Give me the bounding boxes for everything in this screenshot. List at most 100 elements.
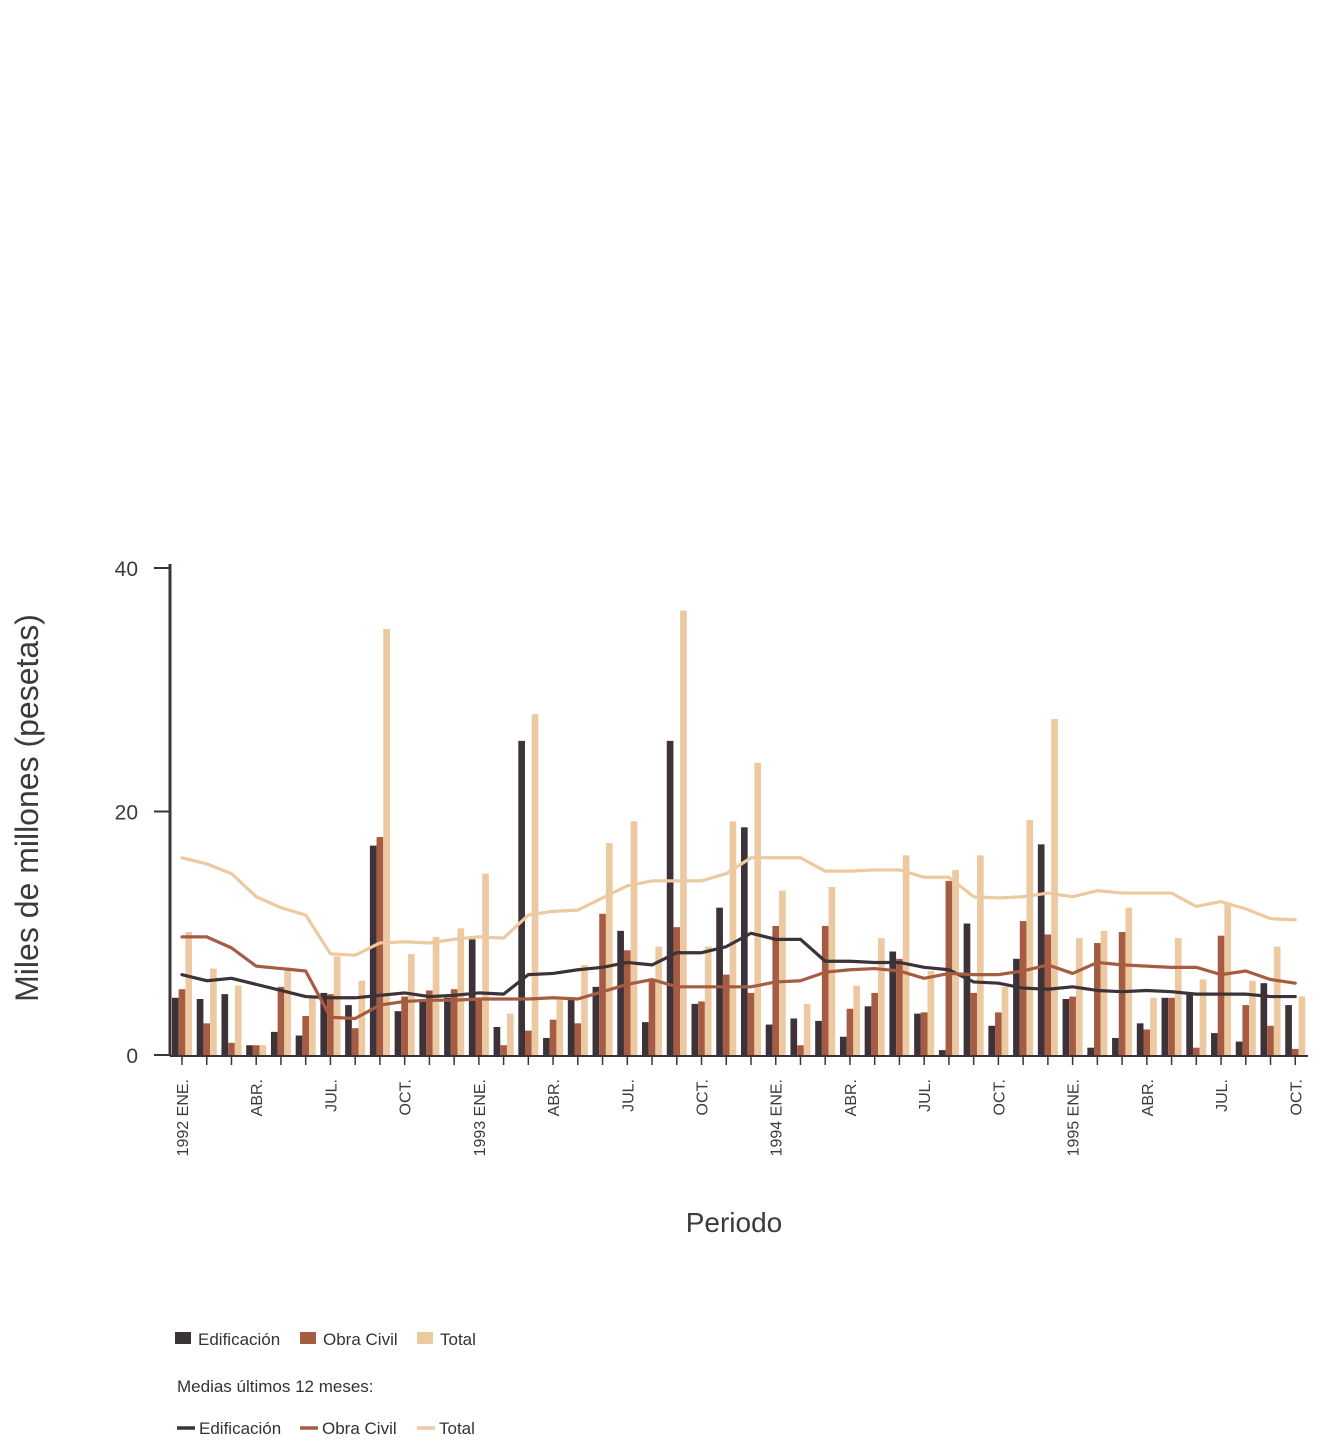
bar-obra-civil-13 xyxy=(500,1045,507,1055)
bar-obra-civil-27 xyxy=(846,1008,854,1055)
bar-obra-civil-37 xyxy=(1094,942,1101,1055)
legend-swatch-bar-1 xyxy=(300,1332,316,1344)
bar-total-40 xyxy=(1174,938,1182,1055)
bar-obra-civil-15 xyxy=(549,1019,557,1055)
bars-layer xyxy=(171,610,1306,1056)
bar-obra-civil-36 xyxy=(1069,996,1076,1055)
bar-edificación-8 xyxy=(369,845,377,1055)
bar-total-4 xyxy=(284,967,291,1055)
bar-edificación-40 xyxy=(1161,997,1169,1055)
axes-layer xyxy=(154,564,1308,1065)
bar-total-21 xyxy=(704,946,712,1055)
bar-edificación-27 xyxy=(839,1036,847,1055)
bar-total-24 xyxy=(779,890,786,1055)
bar-total-42 xyxy=(1224,902,1232,1055)
legend-label-bar-0: Edificación xyxy=(198,1330,280,1349)
bar-obra-civil-21 xyxy=(698,1001,705,1055)
bar-total-34 xyxy=(1026,820,1034,1055)
bar-total-30 xyxy=(927,970,935,1055)
y-tick-label-20: 20 xyxy=(115,802,138,825)
bar-edificación-9 xyxy=(394,1011,402,1055)
bar-edificación-2 xyxy=(221,994,229,1056)
bar-obra-civil-33 xyxy=(995,1012,1002,1055)
bar-edificación-33 xyxy=(988,1025,996,1055)
bar-edificación-5 xyxy=(295,1035,303,1055)
x-tick-label-15: ABR. xyxy=(546,1079,563,1116)
bar-total-25 xyxy=(803,1003,811,1055)
bar-obra-civil-24 xyxy=(772,925,780,1055)
bar-total-16 xyxy=(581,964,588,1055)
bar-total-38 xyxy=(1125,907,1133,1055)
bar-obra-civil-18 xyxy=(623,950,631,1055)
bar-obra-civil-5 xyxy=(302,1016,310,1055)
bar-edificación-36 xyxy=(1062,999,1070,1055)
bar-edificación-6 xyxy=(320,992,328,1055)
bar-total-44 xyxy=(1273,946,1281,1055)
bar-total-15 xyxy=(556,1000,564,1055)
bar-edificación-28 xyxy=(864,1006,872,1055)
bar-total-14 xyxy=(531,714,539,1055)
bar-obra-civil-22 xyxy=(722,974,730,1055)
bar-edificación-37 xyxy=(1087,1047,1095,1055)
bar-edificación-39 xyxy=(1136,1023,1144,1055)
bar-edificación-13 xyxy=(493,1027,501,1055)
bar-edificación-38 xyxy=(1112,1037,1119,1055)
legend-label-line-2: Total xyxy=(439,1419,475,1438)
bar-obra-civil-28 xyxy=(871,992,879,1055)
x-tick-label-27: ABR. xyxy=(843,1079,860,1116)
y-tick-label-0: 0 xyxy=(126,1045,138,1068)
x-tick-label-33: OCT. xyxy=(991,1079,1008,1115)
x-axis-title: Periodo xyxy=(686,1207,783,1238)
bar-edificación-7 xyxy=(345,1005,352,1055)
labels-layer: 0 20 40 1992 ENE. ABR. JUL. OCT. 1993 ENE. ABR. J… xyxy=(115,558,1306,1156)
bar-edificación-21 xyxy=(691,1003,699,1055)
bar-obra-civil-30 xyxy=(920,1012,928,1055)
bar-edificación-44 xyxy=(1260,983,1268,1055)
bar-edificación-25 xyxy=(790,1018,798,1055)
bar-edificación-16 xyxy=(567,997,575,1055)
bar-edificación-22 xyxy=(716,907,723,1055)
bar-obra-civil-6 xyxy=(327,994,334,1056)
bar-edificación-31 xyxy=(938,1050,946,1055)
bar-obra-civil-10 xyxy=(426,990,433,1055)
bar-total-20 xyxy=(680,610,687,1055)
x-tick-label-0: 1992 ENE. xyxy=(175,1079,192,1156)
x-tick-label-30: JUL. xyxy=(917,1079,934,1112)
legend-label-line-0: Edificación xyxy=(199,1419,281,1438)
bar-total-1 xyxy=(210,968,217,1055)
bar-edificación-24 xyxy=(765,1024,773,1055)
lines-layer xyxy=(180,856,1297,1021)
x-tick-label-6: JUL. xyxy=(323,1079,340,1112)
bar-obra-civil-17 xyxy=(599,913,606,1055)
bar-edificación-45 xyxy=(1285,1005,1292,1055)
legend-swatch-bar-0 xyxy=(175,1332,191,1344)
line-media-obra-civil xyxy=(180,935,1297,1021)
bar-edificación-4 xyxy=(270,1031,278,1055)
bar-obra-civil-19 xyxy=(648,980,656,1055)
legend-lines-heading: Medias últimos 12 meses: xyxy=(177,1377,374,1396)
bar-total-31 xyxy=(952,869,959,1055)
bar-total-28 xyxy=(878,938,885,1055)
bar-obra-civil-14 xyxy=(525,1030,532,1055)
bar-obra-civil-32 xyxy=(970,992,977,1055)
bar-edificación-0 xyxy=(171,997,179,1055)
bar-total-3 xyxy=(259,1045,267,1055)
bar-edificación-15 xyxy=(543,1037,550,1055)
bar-obra-civil-2 xyxy=(228,1042,235,1055)
bar-obra-civil-20 xyxy=(673,927,681,1055)
legend: Edificación Obra Civil Total Medias últimos… xyxy=(175,1330,476,1438)
x-tick-label-39: ABR. xyxy=(1140,1079,1157,1116)
bar-obra-civil-8 xyxy=(376,837,384,1055)
bar-edificación-12 xyxy=(468,939,476,1055)
bar-obra-civil-35 xyxy=(1044,934,1052,1055)
bar-total-41 xyxy=(1199,979,1207,1055)
bar-total-8 xyxy=(383,628,390,1056)
bar-total-33 xyxy=(1001,986,1009,1055)
y-axis-title: Miles de millones (pesetas) xyxy=(9,614,45,1002)
x-tick-label-18: JUL. xyxy=(620,1079,637,1112)
line-media-total xyxy=(180,856,1297,957)
bar-edificación-43 xyxy=(1235,1041,1243,1055)
bar-obra-civil-44 xyxy=(1267,1025,1274,1055)
bar-edificación-41 xyxy=(1186,994,1193,1056)
bar-total-12 xyxy=(482,873,489,1055)
